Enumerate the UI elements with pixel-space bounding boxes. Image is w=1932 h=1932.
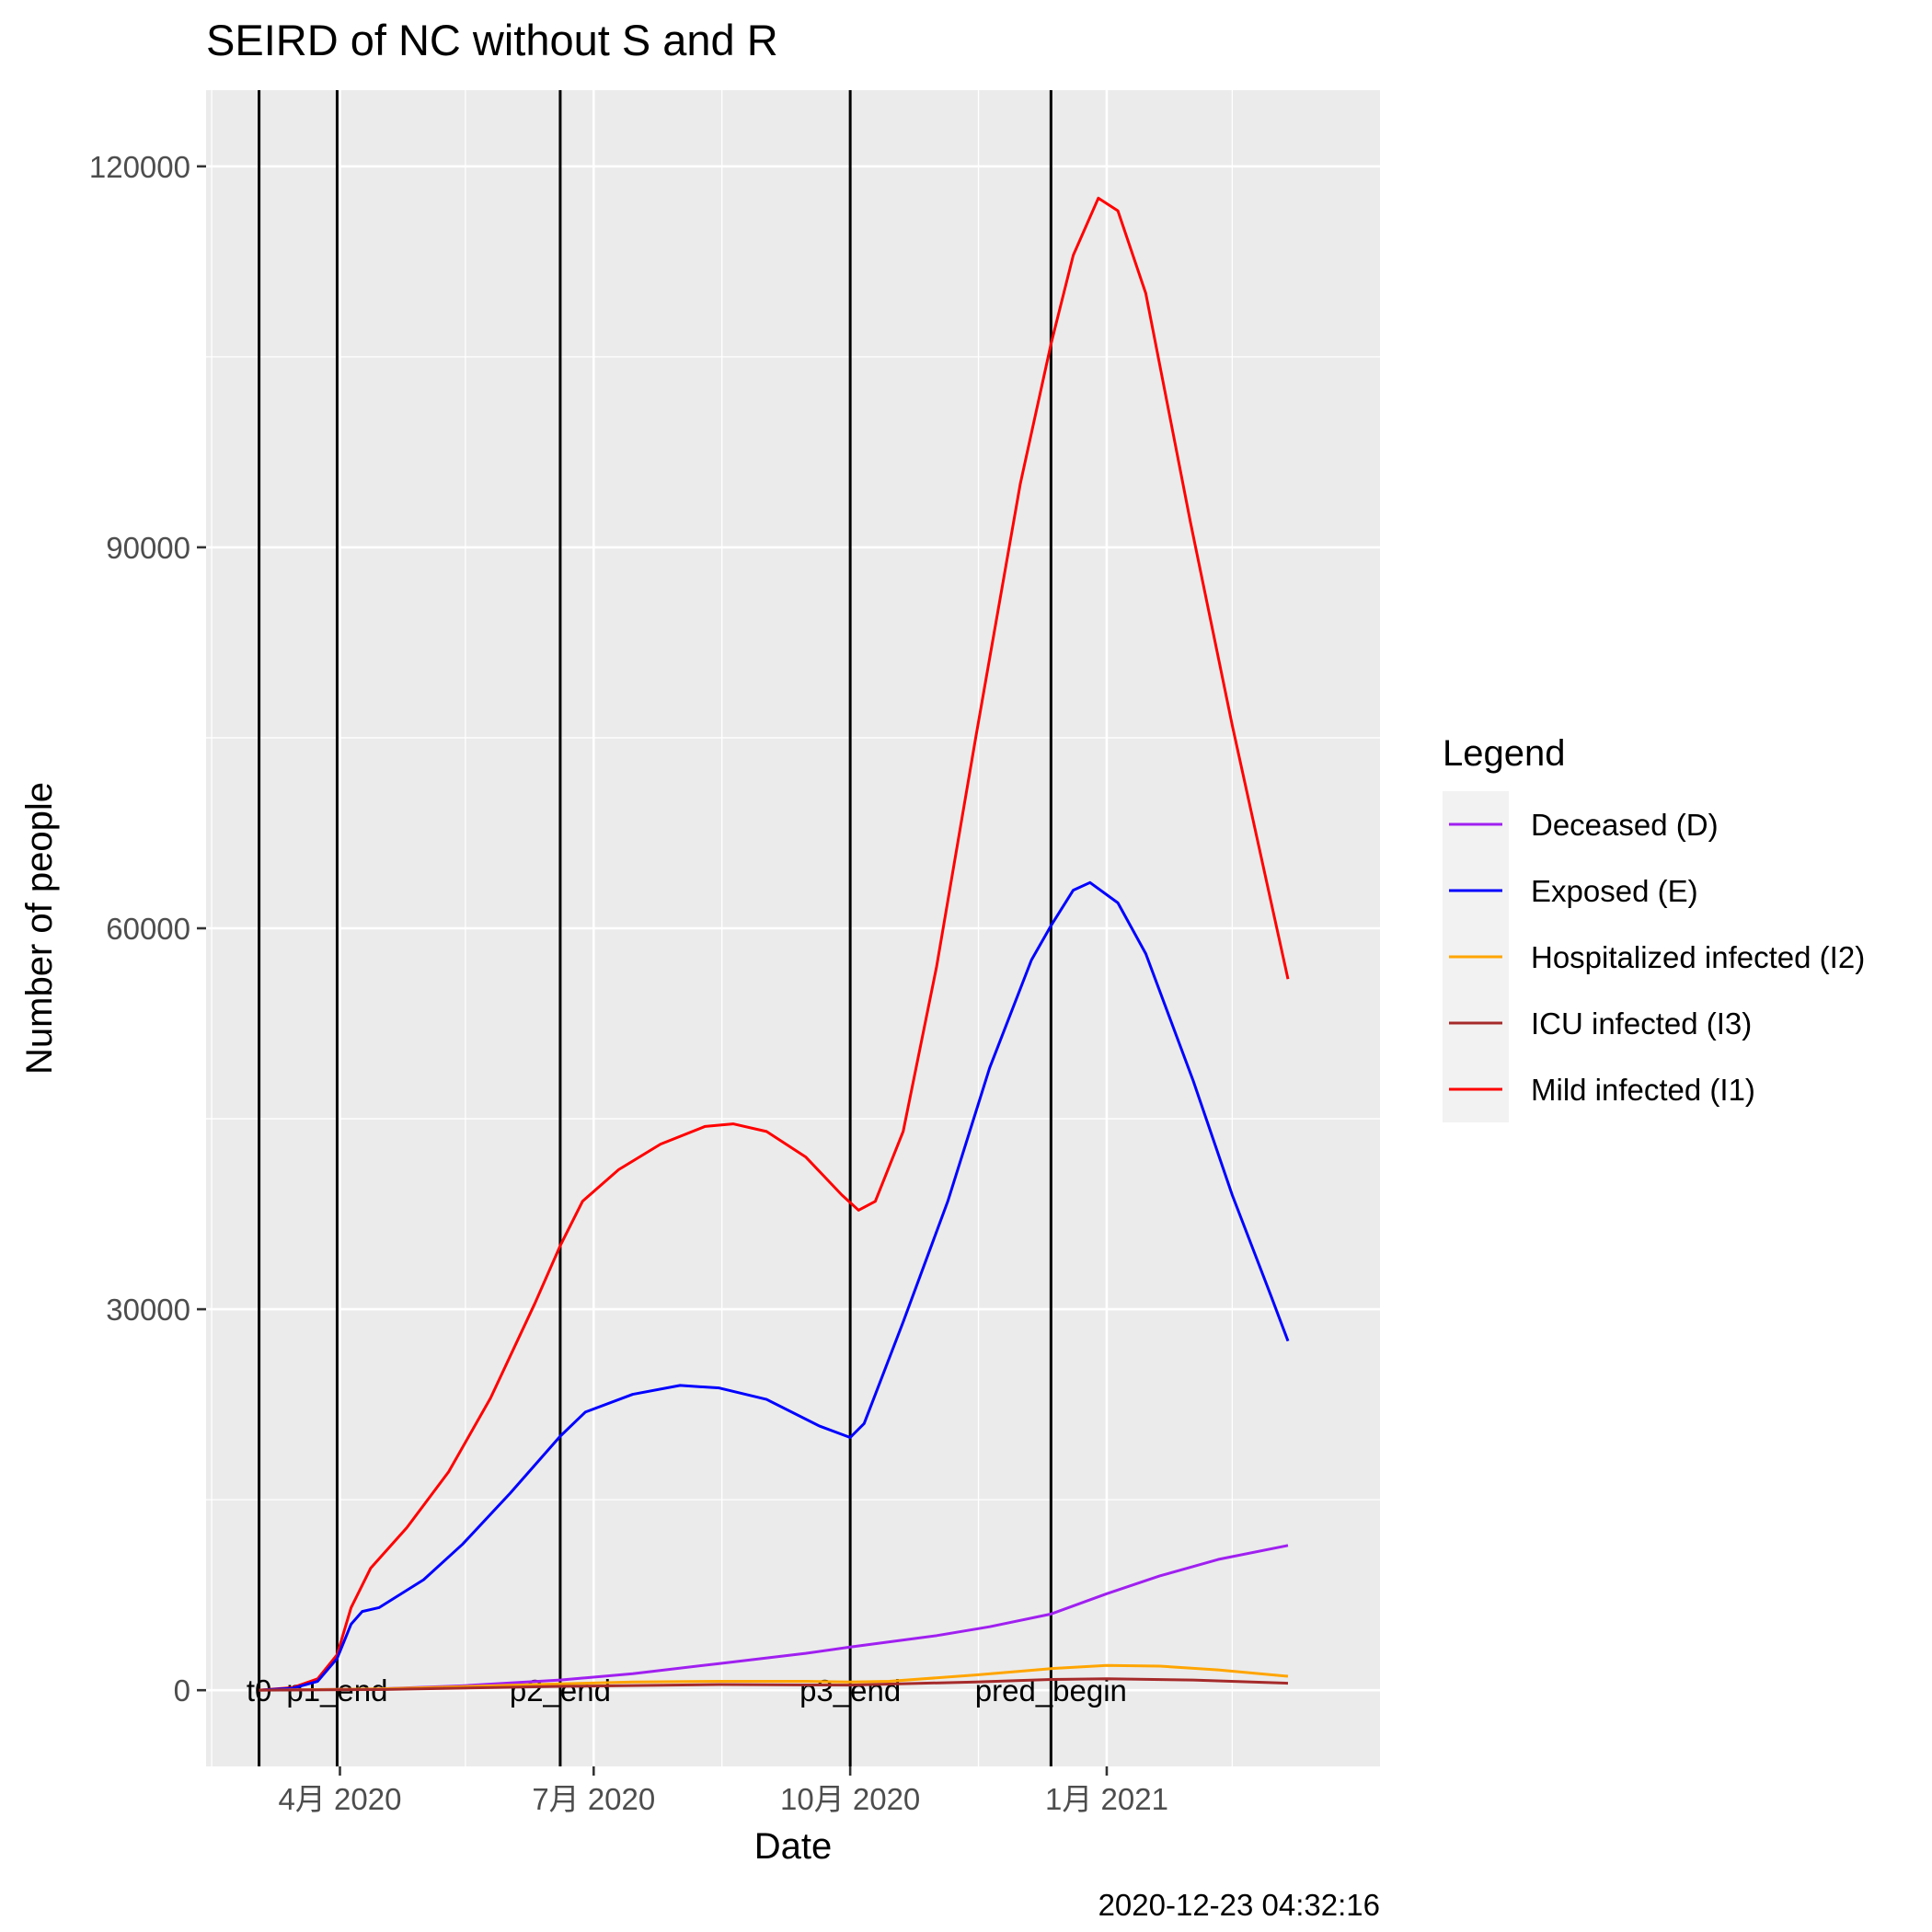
x-tick-label: 7月 2020 — [532, 1782, 655, 1816]
y-tick-label: 90000 — [106, 531, 190, 565]
legend-label: Mild infected (I1) — [1531, 1073, 1755, 1107]
y-tick-label: 60000 — [106, 912, 190, 946]
legend-label: Hospitalized infected (I2) — [1531, 940, 1865, 974]
chart-title: SEIRD of NC without S and R — [206, 16, 778, 64]
series-line — [259, 1677, 1289, 1692]
phase-lines: t0 p1_end p2_end p3_end pred_begin — [247, 90, 1127, 1766]
legend-title: Legend — [1443, 733, 1565, 774]
axes: 0 30000 60000 90000 120000 4月 2020 7月 2020 10月 … — [89, 150, 1168, 1816]
series-line — [259, 1544, 1289, 1692]
x-tick-label: 4月 2020 — [279, 1782, 402, 1816]
x-axis-title: Date — [754, 1826, 833, 1867]
legend: Legend Deceased (D) Exposed (E) Hospitaliz… — [1443, 733, 1865, 1122]
legend-label: Deceased (D) — [1531, 808, 1719, 842]
y-tick-label: 30000 — [106, 1293, 190, 1327]
series-line — [259, 880, 1290, 1692]
legend-label: Exposed (E) — [1531, 874, 1698, 908]
y-tick-label: 120000 — [89, 150, 190, 184]
series-line — [259, 196, 1290, 1692]
x-tick-label: 1月 2021 — [1045, 1782, 1168, 1816]
y-tick-label: 0 — [174, 1673, 190, 1708]
series-line — [259, 1663, 1289, 1692]
x-tick-label: 10月 2020 — [780, 1782, 920, 1816]
series-lines — [259, 196, 1290, 1692]
y-axis-title: Number of people — [19, 782, 60, 1075]
legend-label: ICU infected (I3) — [1531, 1006, 1752, 1041]
plot-caption: 2020-12-23 04:32:16 — [1098, 1888, 1380, 1922]
phase-label: p3_end — [799, 1673, 901, 1708]
